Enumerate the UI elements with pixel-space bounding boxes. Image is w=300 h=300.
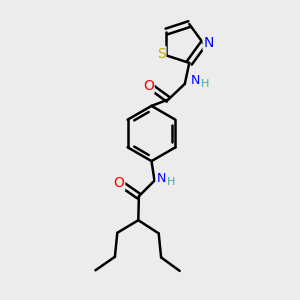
Text: N: N (204, 36, 214, 50)
Text: N: N (156, 172, 166, 185)
Text: H: H (167, 177, 175, 187)
Text: O: O (143, 79, 154, 93)
Text: N: N (190, 74, 200, 87)
Text: S: S (157, 47, 166, 61)
Text: O: O (113, 176, 124, 190)
Text: H: H (201, 79, 209, 89)
